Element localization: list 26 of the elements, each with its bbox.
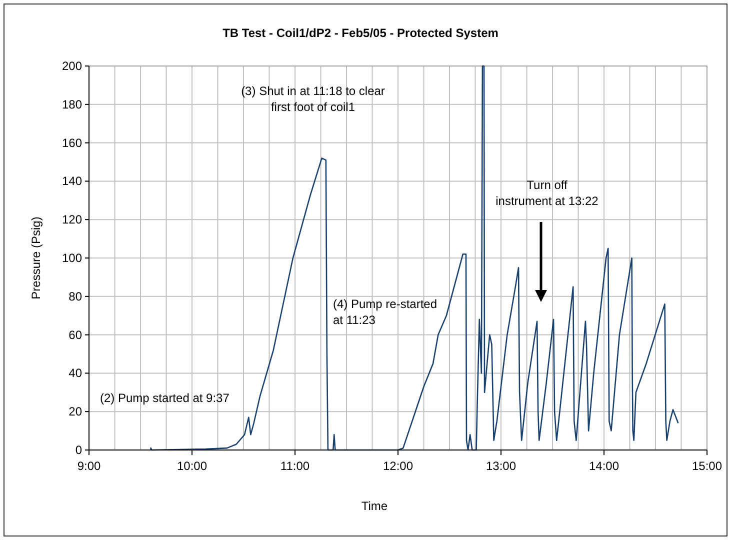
y-tick-label: 140	[62, 174, 82, 188]
x-tick-label: 10:00	[176, 459, 208, 473]
annotation: (3) Shut in at 11:18 to clear first foot of coil1	[241, 84, 385, 114]
y-tick-label: 40	[68, 366, 82, 380]
x-tick-label: 13:00	[486, 459, 516, 473]
y-tick-label: 120	[62, 212, 82, 227]
y-tick-label: 80	[68, 289, 82, 304]
y-tick-label: 200	[62, 59, 82, 73]
y-tick-label: 60	[68, 328, 82, 342]
chart-title: TB Test - Coil1/dP2 - Feb5/05 - Protected System	[222, 26, 498, 40]
y-tick-label: 160	[62, 136, 82, 150]
line-series	[150, 65, 679, 451]
x-tick-label: 15:00	[692, 459, 722, 473]
annotation: (4) Pump re-started at 11:23	[333, 297, 438, 327]
y-tick-label: 180	[62, 97, 82, 112]
x-tick-label: 11:00	[280, 459, 310, 473]
y-tick-label: 0	[75, 443, 82, 457]
y-tick-label: 20	[68, 404, 82, 419]
x-tick-label: 14:00	[588, 459, 620, 473]
y-tick-label: 100	[62, 251, 82, 265]
annotation: Turn off instrument at 13:22	[496, 178, 599, 208]
x-axis-title: Time	[361, 499, 388, 513]
annotation: (2) Pump started at 9:37	[100, 391, 230, 405]
y-axis-title: Pressure (Psig)	[29, 216, 43, 300]
x-tick-label: 9:00	[77, 459, 101, 473]
x-tick-label: 12:00	[382, 459, 414, 473]
